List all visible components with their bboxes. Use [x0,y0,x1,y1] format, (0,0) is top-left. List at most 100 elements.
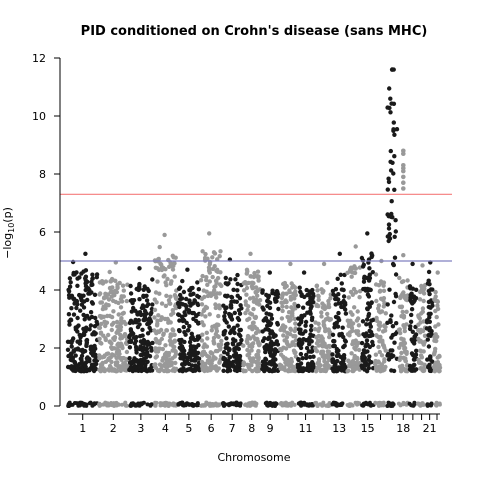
chr-7-point [238,327,243,333]
chr-4-point [157,341,162,346]
chr-20-peak-point [420,263,425,268]
chr-1-point [92,401,97,406]
chr-3-point [139,352,145,358]
chr-4-point [163,364,168,369]
chr-2-point [97,367,102,373]
chr-5-point [187,324,192,329]
chr-20-point [421,342,426,347]
chr-1-point [79,271,84,276]
chr-4-point [164,328,169,333]
chr-16-point [382,359,387,364]
chr-2-point [110,346,116,351]
chr-5-point [182,352,187,358]
chr-17-point [391,368,397,374]
chr-21-point [426,269,432,275]
chr-7-point [238,401,243,406]
chr-3-point [145,350,150,355]
chr-5-point [181,324,186,330]
chr-11-point [307,354,313,360]
chr-8-point [255,269,261,274]
chr-10-point [286,316,292,321]
chr-3-point [128,283,133,289]
chr-2-point [99,279,105,284]
chr-1-point [68,365,73,370]
chr-13-point [336,301,341,306]
chr-1-point [68,280,73,285]
chr-12-point [322,363,327,368]
chr-11-point [296,303,301,309]
chr-11-point [306,361,311,366]
chr-16-point [376,309,382,314]
chr-2-point [114,361,119,366]
chr-7-point [222,331,227,336]
y-tick-label: 10 [32,110,46,123]
chr-4-point [155,279,160,284]
chr-3-point [142,284,147,289]
chr-6-point [216,342,221,347]
chr-4-point [170,308,175,313]
chr-18-hit-point [401,180,406,185]
chr-17-point [391,171,396,176]
chr-19-point [412,368,417,373]
chr-7-point [223,310,228,315]
chr-7-point [232,330,237,336]
chr-13-point [330,352,335,357]
chr-6-point [214,322,220,327]
chr-11-point [300,356,305,361]
chr-20-point [421,291,427,296]
chr-18-hit-point [401,186,406,191]
chr-9-point [260,305,265,310]
chr-4-peak-point [162,232,167,238]
chr-13-point [342,300,348,306]
chr-13-point [330,357,335,362]
chr-1-point [78,308,83,313]
chr-15-point [367,275,373,281]
chr-18-point [402,328,407,334]
chr-13-point [340,325,345,330]
chr-6-point [213,402,218,407]
chr-4-point [152,328,157,333]
chr-5-point [188,292,193,297]
chr-4-point [163,303,169,309]
chr-5-point [191,310,196,316]
chr-12-point [328,317,333,322]
chr-13-point [343,339,348,344]
chr-3-point [134,286,139,292]
chr-13-point [334,320,339,325]
chr-16-point [383,324,388,330]
chr-17-point [390,324,396,329]
chr-1-point [66,293,72,298]
chr-1-point [78,293,84,298]
chr-17-point [388,96,393,101]
chr-11-point [300,340,305,346]
chr-4-point [173,255,178,260]
chr-1-point [95,322,100,327]
chr-7-point [233,277,238,282]
chr-14-point [354,318,360,323]
chr-9-point [263,361,268,366]
chr-16-point [379,353,385,358]
chr-7-point [237,353,243,359]
chr-5-point [195,334,200,339]
chr-14-point [346,358,351,363]
chr-13-point [341,305,346,310]
chr-11-point [298,361,304,366]
chr-7-point [235,281,240,287]
chr-12-point [327,344,333,349]
x-tick-label: 18 [396,422,410,435]
chr-10-point [285,357,290,362]
chr-8-point [245,347,250,353]
chr-2-point [114,319,120,325]
chr-16-point [376,334,381,340]
chr-6-point [214,295,219,300]
chr-3-point [144,303,150,309]
chr-6-point [210,274,215,280]
chr-11-point [304,287,309,293]
chr-22-point [431,352,437,357]
chr-3-point [129,401,134,406]
chr-11-point [308,311,313,316]
chr-13-point [336,297,341,302]
chr-11-point [309,323,314,329]
chr-4-point [156,313,161,318]
